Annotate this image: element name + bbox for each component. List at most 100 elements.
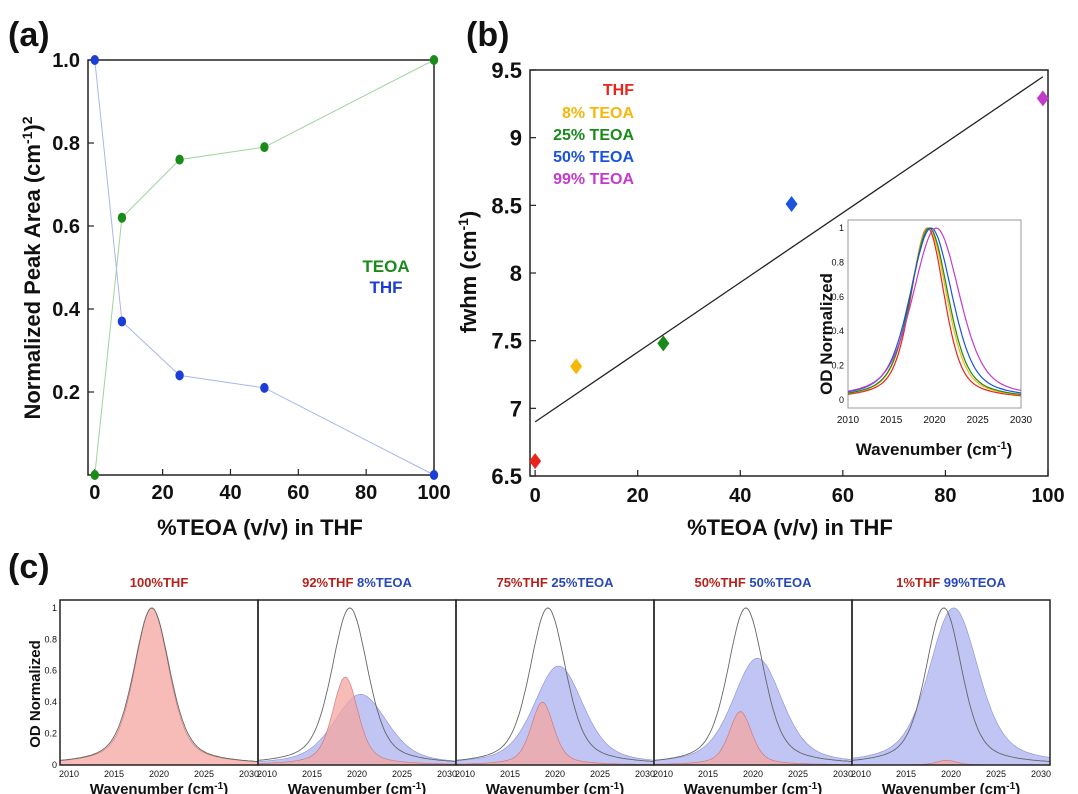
panel-b-points bbox=[529, 90, 1049, 470]
panel-b-label: (b) bbox=[466, 16, 509, 54]
y-tick-label: 0 bbox=[52, 760, 57, 770]
panel-a-ylabel: Normalized Peak Area (cm-1)2 bbox=[19, 116, 45, 419]
thf-fill-area bbox=[455, 701, 655, 766]
x-tick-label: 40 bbox=[729, 485, 751, 507]
x-tick-label: 2010 bbox=[257, 769, 277, 779]
inset-y-tick-label: 1 bbox=[839, 223, 844, 233]
panel-b-x-ticks: 0 20 40 60 80 100 bbox=[530, 470, 1065, 507]
x-tick-label: 2020 bbox=[743, 769, 763, 779]
inset-y-tick-label: 0.4 bbox=[831, 326, 844, 336]
subplot-xlabel: Wavenumber (cm-1) bbox=[288, 781, 426, 794]
data-point-teoa bbox=[175, 154, 184, 165]
y-tick-label: 0.4 bbox=[52, 299, 81, 321]
inset-curves bbox=[847, 227, 1022, 397]
x-tick-label: 2010 bbox=[455, 769, 475, 779]
x-tick-label: 2025 bbox=[194, 769, 214, 779]
x-tick-label: 2015 bbox=[896, 769, 916, 779]
panel-b-legend: THF 8% TEOA 25% TEOA 50% TEOA 99% TEOA bbox=[553, 82, 634, 188]
subplot-frame bbox=[851, 599, 1051, 766]
panel-c-label: (c) bbox=[8, 548, 50, 586]
subplot-title: 50%THF 50%TEOA bbox=[694, 575, 812, 590]
subplot-xlabel: Wavenumber (cm-1) bbox=[684, 781, 822, 794]
x-tick-label: 2010 bbox=[59, 769, 79, 779]
data-point-teoa bbox=[90, 470, 99, 480]
x-tick-label: 2025 bbox=[986, 769, 1006, 779]
panel-c-ylabel: OD Normalized bbox=[27, 640, 44, 748]
data-point-teoa bbox=[429, 55, 439, 65]
inset-ylabel: OD Normalized bbox=[817, 273, 836, 395]
panel-a-chart: 0 20 40 60 80 100 1.0 0.8 0.6 0.4 0.2 %TEOA (v/v)… bbox=[19, 50, 451, 540]
inset-y-tick-label: 0.8 bbox=[831, 257, 844, 267]
inset-x-tick-label: 2010 bbox=[837, 415, 860, 426]
y-tick-label: 9 bbox=[510, 126, 522, 151]
y-tick-label: 7 bbox=[510, 396, 522, 421]
x-tick-label: 100 bbox=[1031, 485, 1064, 507]
y-tick-label: 0.8 bbox=[52, 133, 80, 155]
panel-c-subplots: 2010 2015 2020 2025 2030 Wavenumber (cm-1) 100… bbox=[44, 575, 1051, 794]
data-point-thf bbox=[90, 55, 99, 65]
subplot-xlabel: Wavenumber (cm-1) bbox=[90, 781, 228, 794]
thf-fill-area bbox=[257, 676, 457, 766]
x-tick-label: 0 bbox=[89, 482, 100, 504]
reference-outline bbox=[653, 607, 853, 762]
panel-b-xlabel: %TEOA (v/v) in THF bbox=[687, 515, 893, 540]
x-tick-label: 2030 bbox=[239, 769, 259, 779]
panel-b-fit-line bbox=[534, 76, 1044, 423]
panel-a-legend-thf: THF bbox=[369, 278, 402, 297]
panel-b-chart: 0 20 40 60 80 100 9.5 9 8.5 8 7.5 7 6.5 %TEOA (v/v)… bbox=[455, 58, 1065, 540]
data-point-thf bbox=[260, 382, 269, 393]
legend-50-teoa: 50% TEOA bbox=[553, 149, 634, 166]
x-tick-label: 100 bbox=[417, 482, 450, 504]
teoa-fill-area bbox=[851, 607, 1051, 766]
subplot-2: 2010 2015 2020 2025 2030 Wavenumber (cm-1) 92%… bbox=[257, 575, 457, 794]
legend-99-teoa: 99% TEOA bbox=[553, 171, 634, 188]
panel-c-chart: 2010 2015 2020 2025 2030 Wavenumber (cm-1) 100… bbox=[27, 575, 1051, 794]
data-point-teoa bbox=[260, 142, 269, 153]
x-tick-label: 80 bbox=[355, 482, 377, 504]
y-tick-label: 0.4 bbox=[44, 697, 57, 707]
subplot-xlabel: Wavenumber (cm-1) bbox=[882, 781, 1020, 794]
diamond-marker bbox=[570, 358, 583, 375]
y-tick-label: 6.5 bbox=[491, 464, 522, 489]
x-tick-label: 2015 bbox=[698, 769, 718, 779]
x-tick-label: 2020 bbox=[347, 769, 367, 779]
panel-a-legend-teoa: TEOA bbox=[362, 257, 409, 276]
inset-ticks: 2010 2015 2020 2025 2030 1 0.8 0.6 0.4 0.2 0 bbox=[831, 223, 1032, 426]
reference-outline bbox=[455, 607, 655, 762]
subplot-title: 100%THF bbox=[130, 575, 189, 590]
x-tick-label: 20 bbox=[627, 485, 649, 507]
x-tick-label: 2020 bbox=[149, 769, 169, 779]
subplot-1: 2010 2015 2020 2025 2030 Wavenumber (cm-1) 100… bbox=[44, 575, 259, 794]
y-tick-label: 0.2 bbox=[52, 382, 80, 404]
linear-fit-line bbox=[534, 76, 1044, 423]
y-tick-label: 9.5 bbox=[491, 58, 522, 83]
inset-y-tick-label: 0 bbox=[839, 395, 844, 405]
y-tick-label: 0.6 bbox=[52, 216, 80, 238]
y-tick-label: 8 bbox=[510, 261, 522, 286]
x-tick-label: 60 bbox=[832, 485, 854, 507]
y-tick-label: 0.8 bbox=[44, 634, 57, 644]
subplot-xlabel: Wavenumber (cm-1) bbox=[486, 781, 624, 794]
inset-y-tick-label: 0.6 bbox=[831, 292, 844, 302]
x-tick-label: 2030 bbox=[635, 769, 655, 779]
teoa-fill-area bbox=[455, 665, 655, 766]
subplot-5: 2010 2015 2020 2025 2030 Wavenumber (cm-1) 1%T… bbox=[851, 575, 1051, 794]
x-tick-label: 2010 bbox=[851, 769, 871, 779]
subplot-4: 2010 2015 2020 2025 2030 Wavenumber (cm-1) 50%… bbox=[653, 575, 853, 794]
panel-a-label: (a) bbox=[8, 16, 50, 54]
inset-x-tick-label: 2030 bbox=[1010, 415, 1033, 426]
x-tick-label: 40 bbox=[219, 482, 241, 504]
y-tick-label: 7.5 bbox=[491, 329, 522, 354]
x-tick-label: 2010 bbox=[653, 769, 673, 779]
thf-fill-area bbox=[653, 711, 853, 766]
x-tick-label: 20 bbox=[152, 482, 174, 504]
x-tick-label: 2015 bbox=[104, 769, 124, 779]
x-tick-label: 2025 bbox=[788, 769, 808, 779]
reference-outline bbox=[851, 607, 1051, 762]
panel-a-y-ticks: 1.0 0.8 0.6 0.4 0.2 bbox=[52, 50, 94, 404]
panel-a-frame bbox=[87, 59, 435, 476]
diamond-marker bbox=[1036, 90, 1049, 107]
subplot-title: 92%THF 8%TEOA bbox=[302, 575, 412, 590]
x-tick-label: 80 bbox=[934, 485, 956, 507]
x-tick-label: 2030 bbox=[437, 769, 457, 779]
